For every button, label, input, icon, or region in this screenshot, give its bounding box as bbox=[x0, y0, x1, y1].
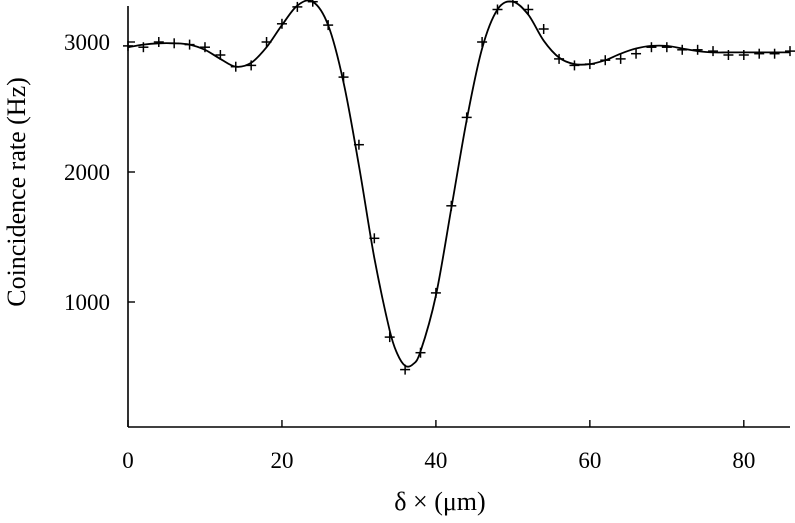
data-point bbox=[661, 42, 672, 53]
data-point bbox=[323, 20, 334, 31]
data-point bbox=[446, 200, 457, 211]
data-point bbox=[400, 364, 411, 375]
data-point bbox=[692, 44, 703, 55]
data-point bbox=[523, 4, 534, 15]
fit-curve-series bbox=[127, 0, 791, 368]
tick-labels: 0 20 40 60 80 1000 2000 3000 bbox=[64, 30, 755, 473]
data-point bbox=[353, 139, 364, 150]
data-point bbox=[754, 48, 765, 59]
data-point bbox=[246, 60, 257, 71]
data-point bbox=[184, 39, 195, 50]
y-axis-title: Coincidence rate (Hz) bbox=[2, 77, 31, 307]
data-point bbox=[769, 48, 780, 59]
y-tick-label: 1000 bbox=[64, 290, 110, 315]
data-point bbox=[153, 37, 164, 47]
data-point bbox=[538, 24, 549, 34]
data-point bbox=[708, 46, 719, 57]
data-point bbox=[569, 60, 580, 71]
data-point bbox=[138, 42, 149, 53]
data-point bbox=[261, 37, 272, 47]
data-point bbox=[292, 1, 303, 12]
x-tick-label: 0 bbox=[122, 448, 134, 473]
x-axis-title: δ × (μm) bbox=[394, 487, 485, 516]
data-point bbox=[461, 112, 472, 123]
data-point bbox=[554, 53, 565, 64]
axes bbox=[127, 6, 790, 428]
data-point bbox=[477, 37, 488, 47]
data-point bbox=[230, 61, 241, 72]
y-tick-label: 2000 bbox=[64, 160, 110, 185]
data-point bbox=[492, 4, 503, 15]
x-tick-label: 40 bbox=[424, 448, 447, 473]
data-point bbox=[215, 50, 226, 60]
fit-curve-line bbox=[127, 0, 791, 368]
data-point bbox=[123, 40, 133, 51]
data-point bbox=[646, 42, 657, 53]
data-point bbox=[338, 72, 349, 83]
x-tick-label: 80 bbox=[732, 448, 755, 473]
data-point bbox=[430, 287, 441, 298]
data-point bbox=[384, 332, 395, 343]
data-point bbox=[738, 50, 749, 60]
data-point bbox=[307, 0, 318, 7]
data-point bbox=[507, 0, 518, 7]
x-tick-label: 20 bbox=[270, 448, 293, 473]
y-tick-label: 3000 bbox=[64, 30, 110, 55]
data-point bbox=[600, 55, 611, 66]
data-point bbox=[677, 44, 688, 55]
x-tick-label: 60 bbox=[578, 448, 601, 473]
data-point bbox=[199, 42, 210, 53]
data-point bbox=[584, 59, 595, 70]
data-point bbox=[631, 48, 642, 59]
data-point bbox=[615, 53, 626, 64]
data-point bbox=[415, 347, 426, 358]
data-point bbox=[369, 233, 380, 244]
data-point bbox=[785, 46, 795, 57]
data-point bbox=[169, 38, 180, 49]
data-point bbox=[276, 18, 287, 29]
data-points-series bbox=[123, 0, 795, 375]
data-point bbox=[723, 50, 734, 60]
